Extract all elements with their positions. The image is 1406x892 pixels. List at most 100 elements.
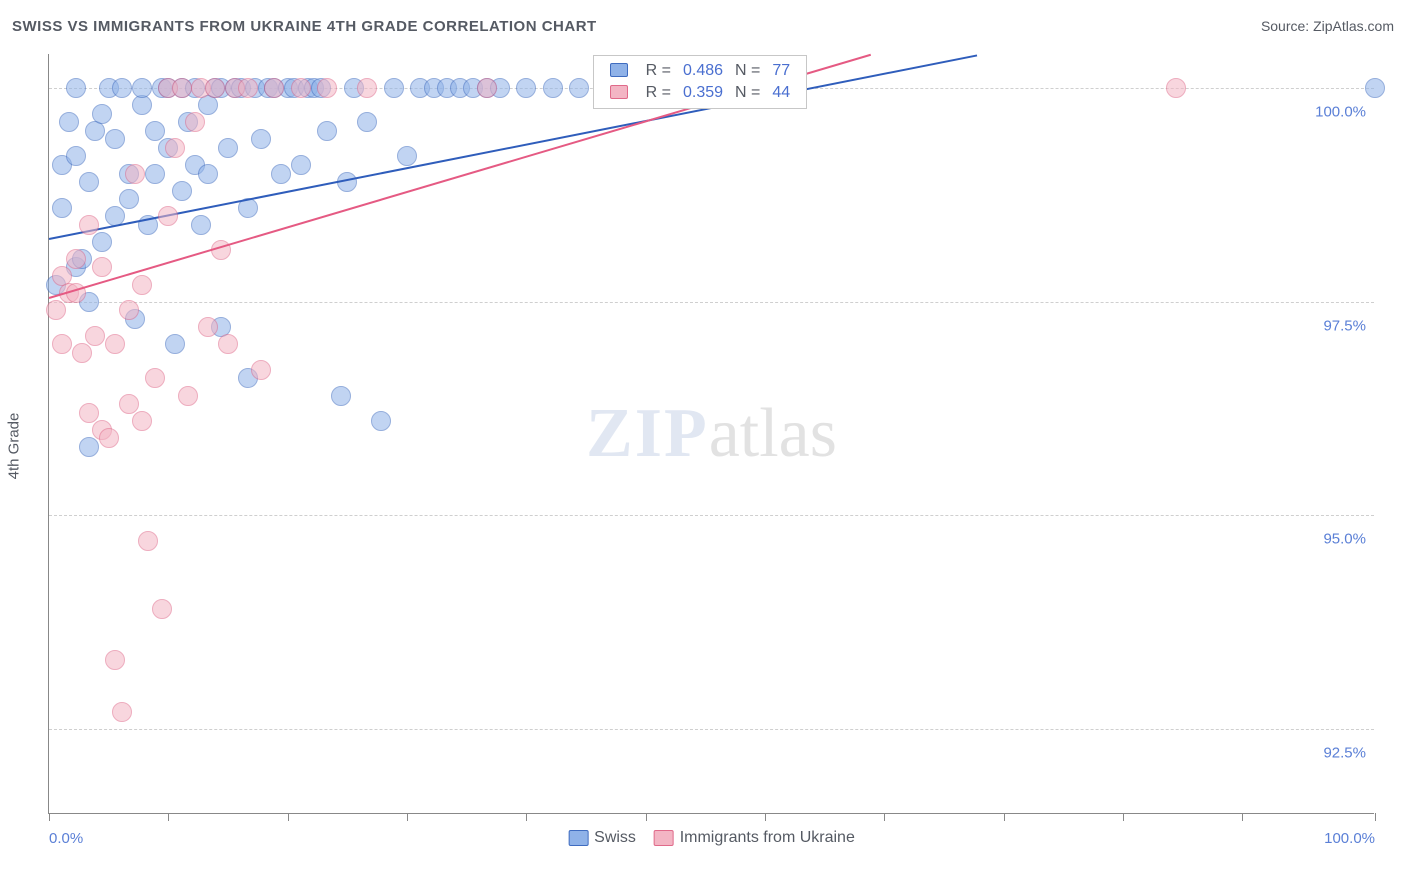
data-point <box>317 78 337 98</box>
data-point <box>371 411 391 431</box>
data-point <box>105 650 125 670</box>
y-tick-label: 100.0% <box>1315 104 1366 121</box>
data-point <box>172 78 192 98</box>
x-tick <box>1375 813 1376 821</box>
x-tick <box>1123 813 1124 821</box>
data-point <box>1365 78 1385 98</box>
legend-swatch <box>654 830 674 846</box>
legend-label: Swiss <box>594 829 636 846</box>
data-point <box>79 437 99 457</box>
data-point <box>218 138 238 158</box>
data-point <box>79 215 99 235</box>
data-point <box>138 531 158 551</box>
x-tick <box>168 813 169 821</box>
data-point <box>357 78 377 98</box>
x-tick <box>1004 813 1005 821</box>
data-point <box>112 78 132 98</box>
data-point <box>132 275 152 295</box>
data-point <box>132 95 152 115</box>
data-point <box>251 129 271 149</box>
data-point <box>52 198 72 218</box>
data-point <box>291 78 311 98</box>
watermark: ZIPatlas <box>586 394 837 474</box>
data-point <box>66 146 86 166</box>
data-point <box>85 121 105 141</box>
data-point <box>152 599 172 619</box>
y-tick-label: 97.5% <box>1323 317 1366 334</box>
data-point <box>251 360 271 380</box>
data-point <box>569 78 589 98</box>
legend-swatch <box>568 830 588 846</box>
data-point <box>178 386 198 406</box>
data-point <box>165 334 185 354</box>
data-point <box>331 386 351 406</box>
x-tick <box>884 813 885 821</box>
legend-row: R =0.486N =77 <box>604 60 797 82</box>
data-point <box>132 411 152 431</box>
data-point <box>119 300 139 320</box>
data-point <box>198 164 218 184</box>
x-tick <box>288 813 289 821</box>
y-tick-label: 95.0% <box>1323 531 1366 548</box>
data-point <box>66 249 86 269</box>
n-label: N = <box>729 82 766 104</box>
r-value: 0.359 <box>677 82 729 104</box>
legend-label: Immigrants from Ukraine <box>680 829 855 846</box>
y-tick-label: 92.5% <box>1323 744 1366 761</box>
data-point <box>357 112 377 132</box>
chart-title: SWISS VS IMMIGRANTS FROM UKRAINE 4TH GRA… <box>12 18 597 35</box>
data-point <box>105 334 125 354</box>
data-point <box>52 334 72 354</box>
data-point <box>172 181 192 201</box>
watermark-zip: ZIP <box>586 395 709 472</box>
r-label: R = <box>640 82 677 104</box>
data-point <box>119 394 139 414</box>
data-point <box>238 78 258 98</box>
data-point <box>291 155 311 175</box>
r-label: R = <box>640 60 677 82</box>
data-point <box>105 129 125 149</box>
data-point <box>198 317 218 337</box>
data-point <box>218 334 238 354</box>
data-point <box>46 300 66 320</box>
data-point <box>165 138 185 158</box>
data-point <box>185 112 205 132</box>
data-point <box>92 104 112 124</box>
data-point <box>264 78 284 98</box>
legend-row: R =0.359N =44 <box>604 82 797 104</box>
gridline <box>49 515 1374 516</box>
data-point <box>132 78 152 98</box>
data-point <box>85 326 105 346</box>
gridline <box>49 729 1374 730</box>
x-tick-label: 0.0% <box>49 830 83 847</box>
watermark-atlas: atlas <box>709 395 837 472</box>
data-point <box>92 257 112 277</box>
series-legend: Swiss Immigrants from Ukraine <box>568 829 855 847</box>
data-point <box>125 164 145 184</box>
x-tick <box>407 813 408 821</box>
correlation-legend: R =0.486N =77R =0.359N =44 <box>593 55 808 109</box>
data-point <box>145 368 165 388</box>
x-tick <box>526 813 527 821</box>
data-point <box>145 121 165 141</box>
y-axis-label: 4th Grade <box>6 413 23 480</box>
data-point <box>72 343 92 363</box>
n-value: 44 <box>766 82 796 104</box>
x-tick-label: 100.0% <box>1324 830 1375 847</box>
data-point <box>516 78 536 98</box>
n-value: 77 <box>766 60 796 82</box>
scatter-plot: ZIPatlas 92.5%95.0%97.5%100.0%0.0%100.0%… <box>48 54 1374 814</box>
x-tick <box>49 813 50 821</box>
n-label: N = <box>729 60 766 82</box>
source-name: ZipAtlas.com <box>1313 18 1394 34</box>
chart-header: SWISS VS IMMIGRANTS FROM UKRAINE 4TH GRA… <box>12 18 1394 35</box>
data-point <box>79 172 99 192</box>
x-tick <box>765 813 766 821</box>
gridline <box>49 302 1374 303</box>
data-point <box>99 428 119 448</box>
data-point <box>198 95 218 115</box>
data-point <box>59 112 79 132</box>
r-value: 0.486 <box>677 60 729 82</box>
legend-swatch <box>610 63 628 77</box>
data-point <box>1166 78 1186 98</box>
